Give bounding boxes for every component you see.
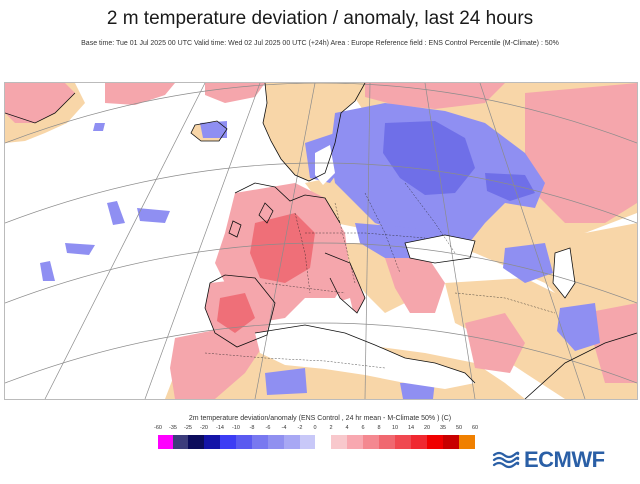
legend-tick-label: 50 — [455, 425, 463, 431]
legend-swatch-negative — [204, 435, 220, 449]
ecmwf-logo: ECMWF — [492, 447, 605, 472]
coastlines — [5, 83, 637, 399]
chart-subtitle: Base time: Tue 01 Jul 2025 00 UTC Valid … — [81, 40, 559, 47]
legend-swatch-negative — [252, 435, 268, 449]
legend-tick-label: 20 — [423, 425, 431, 431]
legend-tick-label: -8 — [249, 425, 255, 431]
legend-tick-label: 35 — [439, 425, 447, 431]
legend-swatch-positive — [363, 435, 379, 449]
legend-swatch-negative — [220, 435, 236, 449]
legend-tick-label: 6 — [361, 425, 365, 431]
legend-tick-label: -20 — [200, 425, 208, 431]
legend-swatch-positive — [459, 435, 475, 449]
legend-swatch-negative — [300, 435, 315, 449]
legend-tick-label: 0 — [313, 425, 317, 431]
ecmwf-logo-text: ECMWF — [524, 447, 605, 472]
legend-tick-label: -25 — [184, 425, 192, 431]
map-panel — [4, 82, 638, 400]
legend-tick-label: -4 — [281, 425, 287, 431]
warm-anomaly-strong — [217, 213, 315, 333]
chart-title: 2 m temperature deviation / anomaly, las… — [106, 8, 534, 29]
legend-tick-label: -2 — [297, 425, 303, 431]
legend-swatch-negative — [188, 435, 204, 449]
legend-tick-labels: -60 -35 -25 -20 -14 -10 -8 -6 -4 -2 0 2 4 6 8 10 14 20 35 5… — [0, 425, 640, 435]
legend-tick-label: 4 — [345, 425, 349, 431]
inland-seas — [255, 145, 575, 389]
country-borders — [204, 182, 556, 369]
legend-title: 2m temperature deviation/anomaly (ENS Co… — [188, 415, 452, 422]
legend-swatch-negative — [268, 435, 284, 449]
legend-swatch-positive — [411, 435, 427, 449]
legend-tick-label: -60 — [154, 425, 162, 431]
legend-swatch-negative — [236, 435, 252, 449]
legend-swatch-positive — [395, 435, 411, 449]
legend-tick-label: 2 — [329, 425, 333, 431]
legend-swatch-positive — [379, 435, 395, 449]
cold-anomaly-strong — [383, 121, 535, 201]
legend-swatch-positive — [347, 435, 363, 449]
legend-swatch-positive — [331, 435, 347, 449]
legend-tick-label: -6 — [265, 425, 271, 431]
legend-tick-label: 60 — [471, 425, 479, 431]
graticule — [5, 83, 637, 399]
europe-map — [5, 83, 637, 399]
legend-swatch-negative — [158, 435, 173, 449]
legend-tick-label: 8 — [377, 425, 381, 431]
legend-tick-label: 10 — [391, 425, 399, 431]
legend-tick-label: -14 — [216, 425, 224, 431]
legend-tick-label: -35 — [169, 425, 177, 431]
legend-swatch-positive — [443, 435, 459, 449]
legend-swatch-positive — [427, 435, 443, 449]
legend-tick-label: 14 — [407, 425, 415, 431]
ecmwf-logo-icon — [492, 451, 520, 469]
legend-color-bar — [0, 435, 640, 449]
legend-tick-label: -10 — [232, 425, 240, 431]
legend-swatch-negative — [284, 435, 300, 449]
legend-swatch-negative — [173, 435, 188, 449]
